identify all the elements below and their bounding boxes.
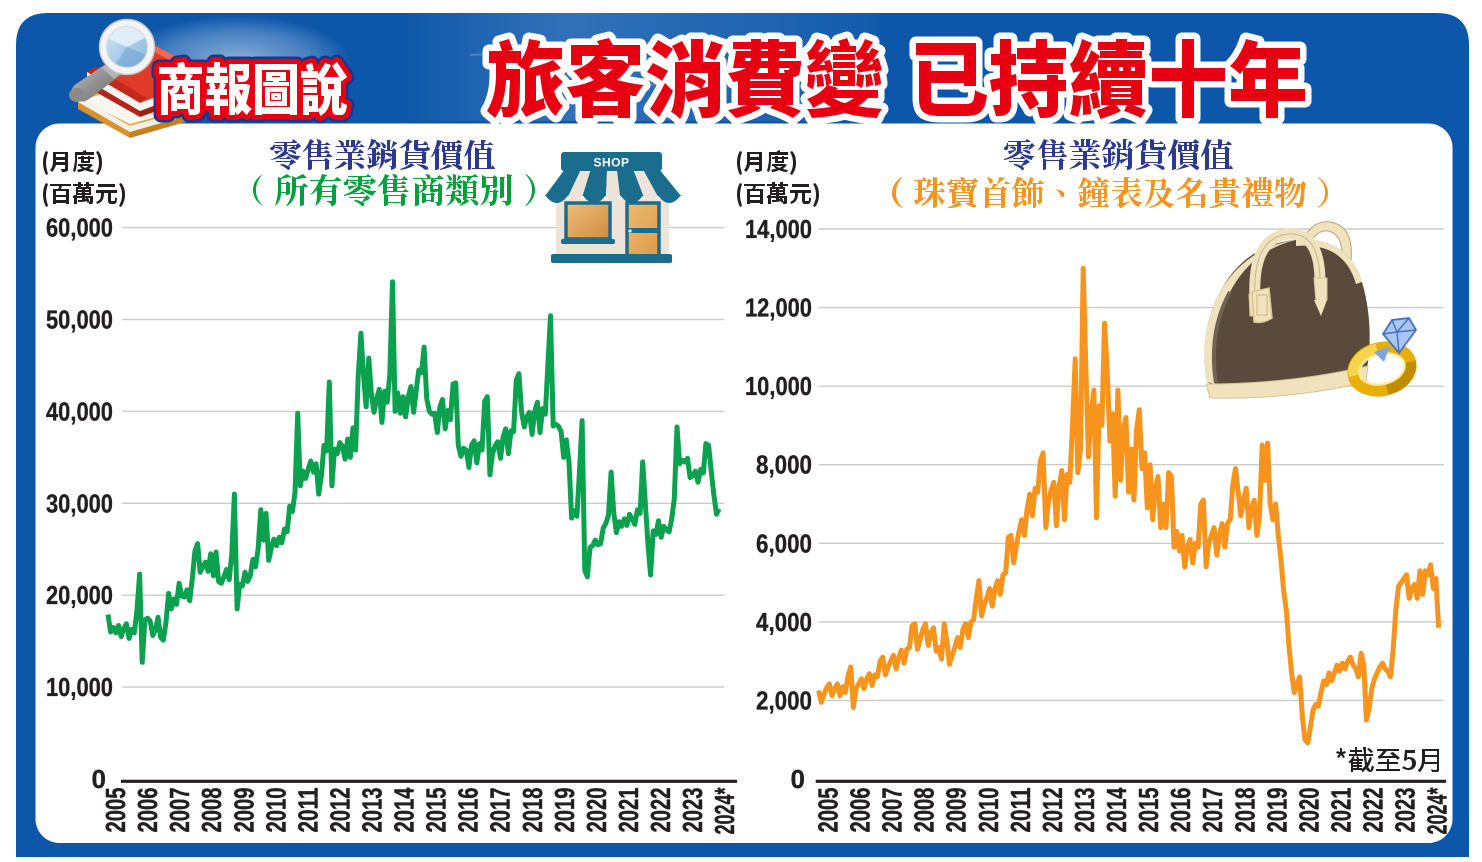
- svg-text:2021: 2021: [1326, 788, 1357, 833]
- svg-text:2017: 2017: [485, 788, 516, 833]
- svg-text:8,000: 8,000: [756, 450, 812, 480]
- svg-text:2,000: 2,000: [756, 685, 812, 715]
- svg-text:30,000: 30,000: [46, 488, 113, 518]
- svg-text:2007: 2007: [164, 788, 195, 833]
- svg-text:2008: 2008: [196, 788, 227, 833]
- svg-text:2005: 2005: [812, 788, 843, 833]
- svg-text:2018: 2018: [1229, 788, 1260, 833]
- svg-text:2023: 2023: [1390, 788, 1421, 833]
- svg-text:12,000: 12,000: [745, 293, 812, 323]
- svg-text:2020: 2020: [1294, 788, 1325, 833]
- svg-text:6,000: 6,000: [756, 528, 812, 558]
- svg-text:2024*: 2024*: [709, 787, 740, 834]
- svg-text:SHOP: SHOP: [593, 156, 629, 170]
- svg-text:10,000: 10,000: [46, 672, 113, 702]
- svg-text:2010: 2010: [973, 788, 1004, 833]
- svg-text:2017: 2017: [1197, 788, 1228, 833]
- svg-text:2009: 2009: [228, 788, 259, 833]
- svg-text:2013: 2013: [1069, 788, 1100, 833]
- svg-text:2010: 2010: [260, 788, 291, 833]
- svg-text:2021: 2021: [613, 788, 644, 833]
- svg-text:2011: 2011: [292, 788, 323, 833]
- svg-text:2014: 2014: [389, 787, 420, 832]
- svg-text:2006: 2006: [132, 788, 163, 833]
- svg-text:2008: 2008: [909, 788, 940, 833]
- svg-text:2024*: 2024*: [1422, 787, 1453, 834]
- svg-text:2006: 2006: [845, 788, 876, 833]
- svg-text:2012: 2012: [324, 788, 355, 833]
- svg-text:0: 0: [92, 764, 106, 794]
- svg-text:2012: 2012: [1037, 788, 1068, 833]
- svg-text:2005: 2005: [100, 788, 131, 833]
- svg-text:2018: 2018: [517, 788, 548, 833]
- svg-text:4,000: 4,000: [756, 607, 812, 637]
- svg-text:2009: 2009: [941, 788, 972, 833]
- svg-text:2022: 2022: [1358, 788, 1389, 833]
- svg-text:2011: 2011: [1005, 788, 1036, 833]
- svg-text:40,000: 40,000: [46, 396, 113, 426]
- svg-text:60,000: 60,000: [46, 213, 113, 243]
- svg-text:50,000: 50,000: [46, 305, 113, 335]
- svg-text:14,000: 14,000: [745, 214, 812, 244]
- svg-text:20,000: 20,000: [46, 580, 113, 610]
- svg-text:2019: 2019: [1261, 788, 1292, 833]
- svg-text:2013: 2013: [357, 788, 388, 833]
- svg-text:2023: 2023: [677, 788, 708, 833]
- svg-text:2016: 2016: [1165, 788, 1196, 833]
- svg-text:2022: 2022: [645, 788, 676, 833]
- svg-text:2019: 2019: [549, 788, 580, 833]
- svg-text:2007: 2007: [877, 788, 908, 833]
- svg-text:10,000: 10,000: [745, 371, 812, 401]
- svg-text:0: 0: [791, 764, 805, 794]
- svg-text:2015: 2015: [1133, 788, 1164, 833]
- svg-text:2020: 2020: [581, 788, 612, 833]
- svg-text:2016: 2016: [453, 788, 484, 833]
- svg-text:2014: 2014: [1101, 787, 1132, 832]
- svg-text:2015: 2015: [421, 788, 452, 833]
